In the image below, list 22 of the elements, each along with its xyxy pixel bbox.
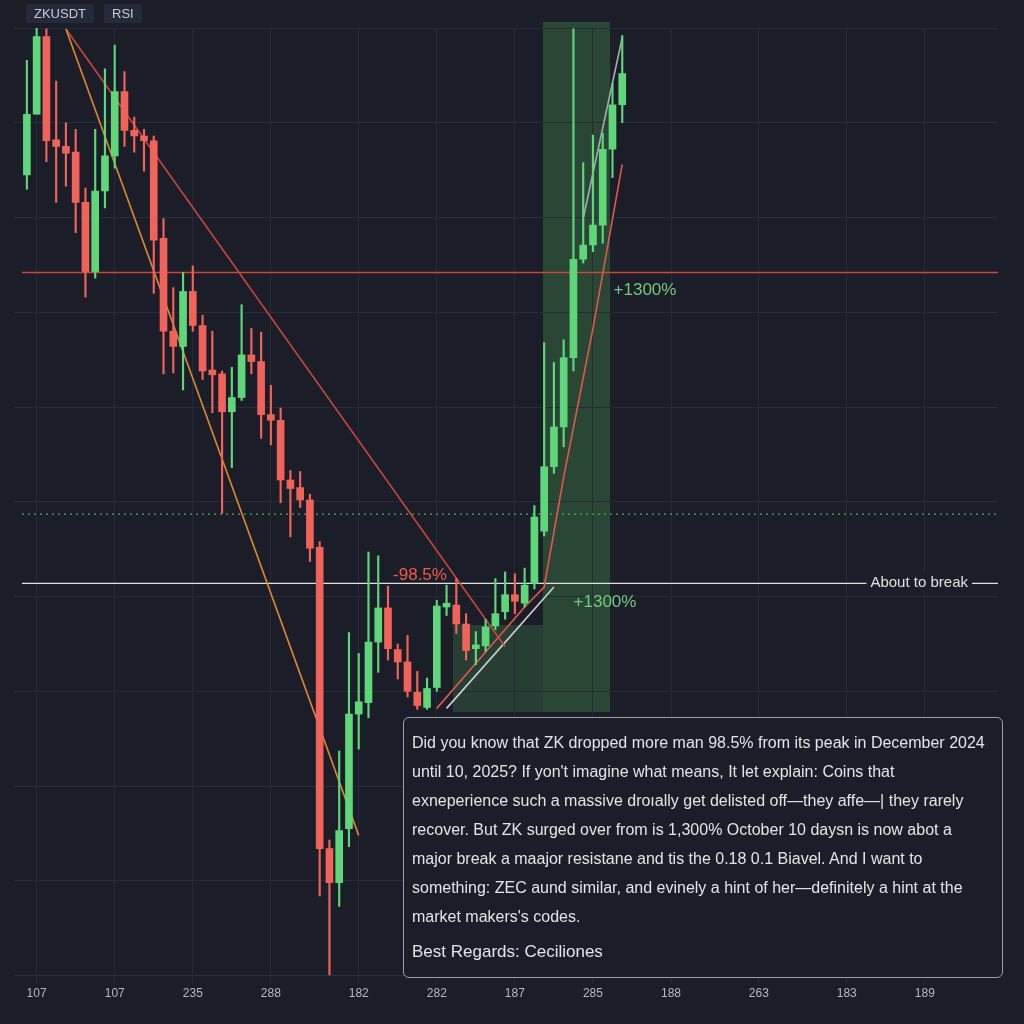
x-tick-label: 107	[26, 986, 47, 1001]
x-tick-label: 285	[582, 986, 604, 1001]
x-tick-label: 188	[661, 986, 682, 1001]
x-tick-label: 235	[182, 986, 204, 1001]
x-tick-label: 282	[426, 986, 448, 1001]
chart-subtitle: RSI	[104, 4, 142, 23]
annotation: +1300%	[573, 592, 637, 612]
candlestick	[325, 839, 334, 976]
x-tick-label: 182	[348, 986, 370, 1001]
x-tick-label: 107	[104, 986, 126, 1001]
annotation: Did you know that ZK dropped more man 98.5% from its peak in December 2024 until 10, 2025? If yon't imagine what means, It let explain: Coins that exneperience such a massive droıally get delisted off—they affe—| they rarely recover. But ZK surged over from is 1,300% October 10 daysn is now abot a major break a maajor resistane and tis the 0.18 0.1 Biavel. And I want to something: ZEC aund similar, and evinely a hint of her—definitely a hint at the market makers's codes.	[412, 733, 986, 927]
x-tick-label: 263	[748, 986, 770, 1001]
chart-title: ZKUSDT	[26, 4, 94, 23]
annotation: Best Regards: Ceciliones	[412, 941, 604, 963]
x-tick-label: 189	[914, 986, 936, 1001]
candlestick	[569, 28, 578, 372]
annotation: +1300%	[613, 280, 677, 300]
x-tick-label: 288	[260, 986, 282, 1001]
x-tick-label: 183	[836, 986, 858, 1001]
annotation: -98.5%	[393, 565, 447, 585]
x-tick-label: 187	[504, 986, 526, 1001]
ref-line-label: About to break	[870, 573, 969, 591]
